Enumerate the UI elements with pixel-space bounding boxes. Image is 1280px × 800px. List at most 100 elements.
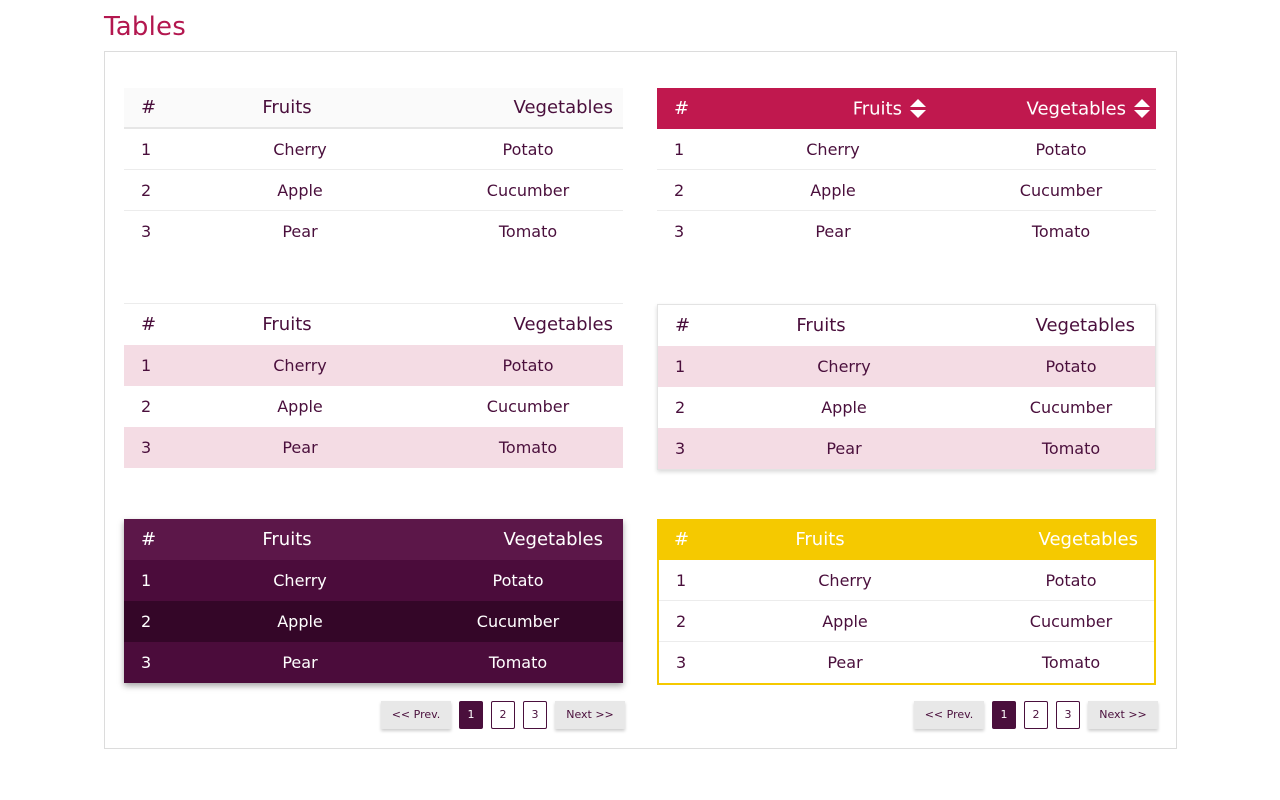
table-row: 3 Pear Tomato (124, 211, 623, 252)
cell-vegetable: Potato (1035, 139, 1087, 159)
cell-vegetable: Tomato (1041, 439, 1101, 458)
cell-vegetable: Cucumber (486, 397, 570, 416)
cell-num: 2 (676, 611, 687, 631)
cell-num: 1 (141, 571, 152, 590)
header-fruits: Fruits (795, 529, 845, 550)
cell-vegetable: Tomato (498, 438, 558, 457)
cell-num: 3 (674, 222, 685, 241)
table-row: 2 Apple Cucumber (658, 387, 1155, 428)
sort-icon[interactable] (910, 98, 926, 119)
header-fruits-label: Fruits (852, 98, 902, 120)
page-button-3[interactable]: 3 (1056, 700, 1080, 729)
header-vegetables: Vegetables (503, 529, 603, 550)
header-vegetables: Vegetables (1035, 315, 1135, 336)
cell-num: 2 (674, 180, 685, 200)
table-row: 1 Cherry Potato (658, 346, 1155, 387)
cell-vegetable: Tomato (1041, 653, 1101, 672)
cell-num: 3 (676, 653, 687, 672)
page-button-1[interactable]: 1 (459, 700, 483, 729)
header-fruits: Fruits (262, 97, 312, 118)
table-row: 3 Pear Tomato (657, 211, 1156, 252)
cell-vegetable: Cucumber (1019, 180, 1103, 200)
cell-fruit: Apple (810, 180, 856, 200)
cell-fruit: Pear (815, 222, 851, 241)
cell-fruit: Cherry (273, 139, 327, 159)
header-fruits: Fruits (262, 529, 312, 550)
page-button-1[interactable]: 1 (992, 700, 1016, 729)
cell-fruit: Cherry (818, 570, 872, 590)
sort-icon[interactable] (1134, 98, 1150, 119)
cell-num: 1 (141, 356, 152, 375)
cell-fruit: Pear (826, 439, 862, 458)
table-dark: # Fruits Vegetables 1 Cherry Potato 2 Ap… (124, 519, 623, 683)
prev-button[interactable]: << Prev. (381, 700, 451, 729)
cell-num: 3 (141, 438, 152, 457)
page-button-2[interactable]: 2 (1024, 700, 1048, 729)
cell-fruit: Pear (827, 653, 863, 672)
page-button-2[interactable]: 2 (491, 700, 515, 729)
header-vegetables: Vegetables (1038, 529, 1138, 550)
cell-fruit: Cherry (273, 356, 327, 375)
cell-num: 2 (141, 612, 152, 631)
cell-num: 3 (675, 439, 686, 458)
cell-fruit: Cherry (817, 357, 871, 376)
cell-vegetable: Tomato (498, 222, 558, 241)
table-header: # Fruits Vegetables (658, 305, 1155, 346)
table-row: 2 Apple Cucumber (124, 386, 623, 427)
table-bordered-striped: # Fruits Vegetables 1 Cherry Potato 2 Ap… (657, 304, 1156, 470)
cell-num: 1 (676, 570, 687, 590)
cell-num: 3 (141, 222, 152, 241)
table-row: 2 Apple Cucumber (124, 170, 623, 211)
cell-fruit: Cherry (273, 571, 327, 590)
table-sortable: # Fruits Vegetables 1 Cherry Potato 2 Ap… (657, 88, 1156, 252)
table-header: # Fruits Vegetables (124, 519, 623, 560)
cell-num: 2 (675, 398, 686, 417)
header-vegetables-sortable[interactable]: Vegetables (926, 98, 1156, 120)
table-row: 1 Cherry Potato (659, 560, 1154, 601)
cell-vegetable: Potato (1045, 570, 1097, 590)
table-basic: # Fruits Vegetables 1 Cherry Potato 2 Ap… (124, 88, 623, 252)
cell-fruit: Pear (282, 653, 318, 672)
cell-vegetable: Tomato (1031, 222, 1091, 241)
table-row: 3 Pear Tomato (658, 428, 1155, 469)
cell-num: 2 (141, 180, 152, 200)
header-fruits: Fruits (796, 315, 846, 336)
cell-vegetable: Potato (492, 571, 544, 590)
table-row: 2 Apple Cucumber (657, 170, 1156, 211)
next-button[interactable]: Next >> (555, 700, 625, 729)
table-header: # Fruits Vegetables (124, 304, 623, 345)
prev-button[interactable]: << Prev. (914, 700, 984, 729)
cell-fruit: Pear (282, 438, 318, 457)
page-button-3[interactable]: 3 (523, 700, 547, 729)
table-header: # Fruits Vegetables (657, 519, 1156, 560)
header-num: # (141, 314, 157, 335)
header-vegetables: Vegetables (513, 97, 613, 118)
cell-num: 1 (675, 357, 686, 376)
table-row: 2 Apple Cucumber (659, 601, 1154, 642)
cell-fruit: Pear (282, 222, 318, 241)
header-num: # (675, 315, 691, 336)
table-striped: # Fruits Vegetables 1 Cherry Potato 2 Ap… (124, 303, 623, 468)
header-num: # (674, 529, 690, 550)
header-num: # (141, 97, 157, 118)
cell-fruit: Cherry (806, 139, 860, 159)
table-row: 3 Pear Tomato (124, 642, 623, 683)
cell-vegetable: Potato (502, 356, 554, 375)
page-title: Tables (104, 12, 186, 42)
cell-num: 3 (141, 653, 152, 672)
pagination: << Prev. 1 2 3 Next >> (914, 700, 1158, 729)
cell-fruit: Apple (821, 398, 867, 417)
table-row: 3 Pear Tomato (124, 427, 623, 468)
header-vegetables: Vegetables (513, 314, 613, 335)
header-fruits: Fruits (262, 314, 312, 335)
table-row: 1 Cherry Potato (124, 560, 623, 601)
next-button[interactable]: Next >> (1088, 700, 1158, 729)
header-vegetables-label: Vegetables (1026, 98, 1126, 120)
cell-vegetable: Potato (1045, 357, 1097, 376)
cell-num: 2 (141, 397, 152, 416)
table-row: 1 Cherry Potato (657, 129, 1156, 170)
header-fruits-sortable[interactable]: Fruits (700, 98, 926, 120)
table-row: 1 Cherry Potato (124, 345, 623, 386)
cell-num: 1 (674, 139, 685, 159)
table-header: # Fruits Vegetables (124, 88, 623, 129)
